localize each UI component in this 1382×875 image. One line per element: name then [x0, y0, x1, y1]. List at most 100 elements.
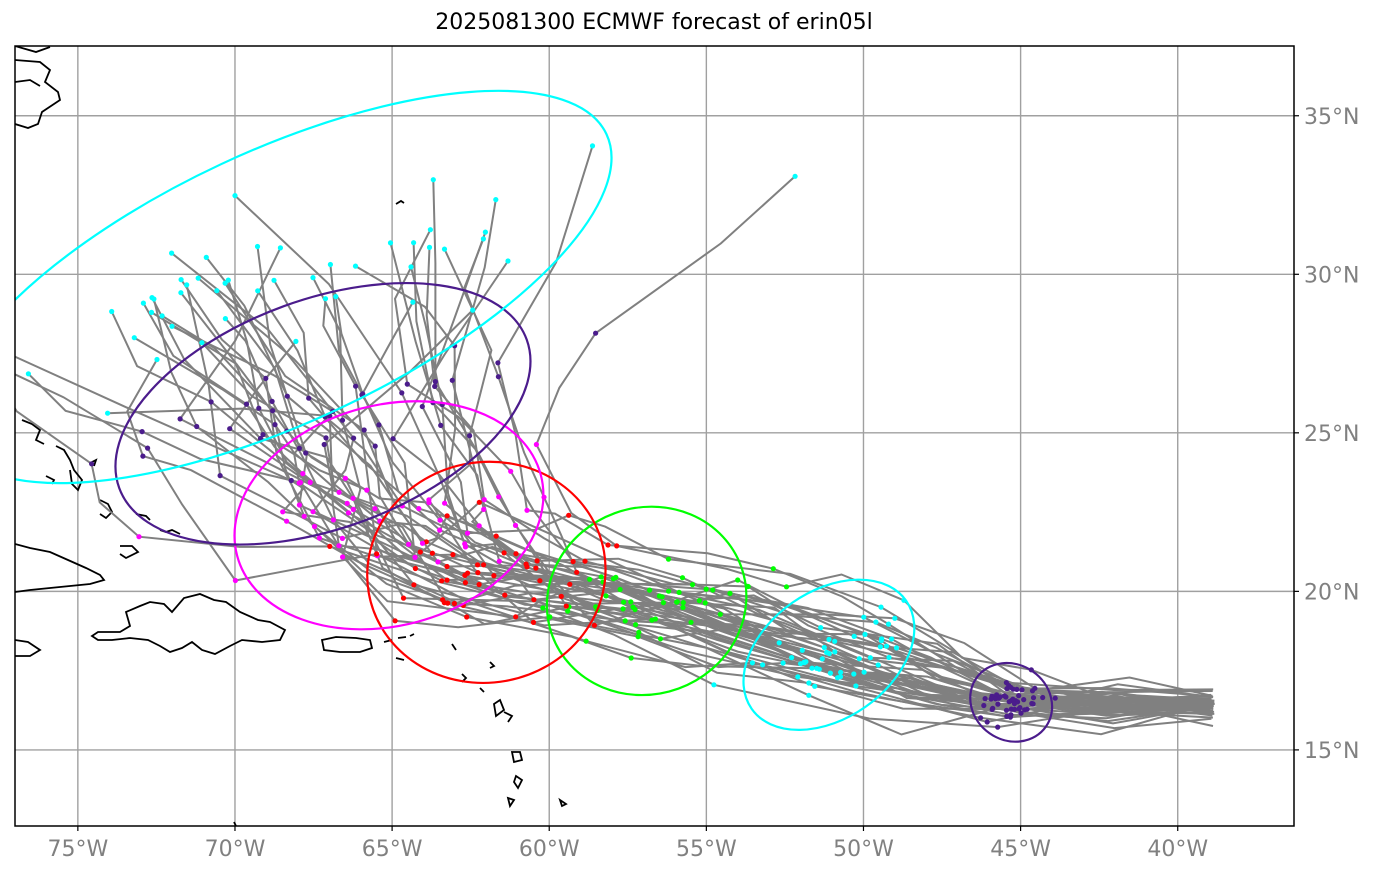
forecast-point [851, 671, 857, 677]
forecast-point [437, 517, 443, 523]
ensemble-track [151, 297, 1213, 710]
forecast-point [109, 308, 115, 315]
forecast-point [875, 662, 881, 668]
forecast-point [89, 461, 95, 467]
forecast-point [372, 443, 378, 449]
ensemble-tracks [15, 145, 1215, 736]
forecast-point [387, 240, 394, 246]
forecast-point [280, 509, 286, 515]
forecast-point [462, 541, 468, 547]
forecast-point [789, 655, 795, 661]
forecast-point [632, 606, 638, 613]
forecast-point [832, 638, 838, 644]
forecast-point [25, 371, 31, 377]
forecast-point [404, 381, 410, 387]
forecast-point [430, 177, 436, 183]
forecast-point [1032, 685, 1038, 691]
forecast-point [649, 617, 655, 623]
forecast-point [263, 375, 269, 381]
forecast-point [301, 513, 307, 519]
lat-tick-label: 30°N [1304, 263, 1359, 288]
forecast-point [523, 561, 529, 567]
ensemble-track [323, 309, 1211, 708]
forecast-point [429, 550, 435, 556]
bahamas-4 [91, 458, 98, 467]
forecast-point [537, 578, 543, 584]
forecast-point [1016, 693, 1022, 699]
forecast-point [225, 277, 231, 283]
forecast-point [392, 618, 398, 624]
us-east-coast [15, 46, 62, 129]
forecast-point [148, 309, 155, 315]
islets-1 [395, 657, 405, 661]
forecast-point [680, 604, 686, 611]
forecast-point [412, 565, 418, 572]
forecast-point [821, 644, 827, 651]
forecast-point [892, 615, 898, 621]
forecast-point [565, 608, 571, 614]
forecast-point [587, 576, 593, 582]
antilles-1 [451, 643, 457, 651]
forecast-point [513, 614, 519, 620]
forecast-point [636, 629, 642, 636]
forecast-point [323, 435, 329, 441]
forecast-point [222, 280, 228, 286]
ensemble-track [110, 311, 1215, 715]
forecast-point [574, 569, 580, 575]
forecast-point [254, 243, 261, 250]
longitude-ticks: 75°W 70°W 65°W 60°W 55°W 50°W 45°W 40°W [47, 826, 1208, 862]
forecast-point [893, 645, 900, 651]
forecast-point [340, 554, 346, 560]
ensemble-track [27, 373, 1214, 736]
lon-tick-label: 60°W [519, 837, 580, 862]
forecast-point [879, 636, 885, 642]
forecast-point [464, 530, 471, 536]
forecast-point [105, 410, 111, 416]
forecast-point [792, 173, 798, 179]
forecast-point [832, 649, 838, 655]
forecast-point [622, 618, 628, 624]
forecast-point [232, 577, 238, 584]
forecast-point [598, 574, 604, 580]
forecast-point [255, 288, 261, 294]
forecast-point [316, 535, 322, 541]
forecast-point [660, 600, 667, 606]
forecast-point [862, 631, 868, 638]
forecast-point [491, 573, 497, 579]
forecast-point [710, 587, 716, 593]
forecast-point [988, 696, 994, 702]
forecast-point [311, 523, 318, 530]
forecast-point [783, 584, 790, 590]
forecast-point [475, 570, 481, 576]
forecast-point [374, 551, 380, 557]
forecast-point [856, 656, 862, 662]
forecast-point [851, 633, 857, 640]
forecast-point [674, 599, 680, 605]
forecast-point [284, 518, 290, 524]
forecast-point [154, 356, 160, 363]
forecast-point [666, 588, 672, 594]
forecast-point [481, 506, 487, 512]
forecast-point [540, 605, 546, 611]
forecast-point [178, 277, 184, 283]
forecast-point [780, 660, 786, 666]
forecast-point [184, 282, 190, 288]
forecast-point [628, 599, 634, 605]
forecast-point [495, 360, 501, 366]
forecast-positions [25, 143, 1058, 730]
forecast-point [481, 497, 487, 503]
forecast-point [853, 683, 859, 689]
forecast-point [208, 399, 214, 405]
forecast-point [1017, 705, 1023, 711]
bahamas-2 [55, 445, 84, 492]
forecast-point [416, 506, 422, 512]
forecast-point [330, 517, 336, 523]
forecast-point [427, 227, 433, 233]
lon-tick-label: 40°W [1147, 837, 1208, 862]
forecast-point [984, 719, 990, 725]
bahamas-1 [21, 419, 45, 445]
forecast-point [886, 654, 892, 661]
forecast-point [310, 509, 316, 515]
forecast-point [145, 445, 151, 451]
